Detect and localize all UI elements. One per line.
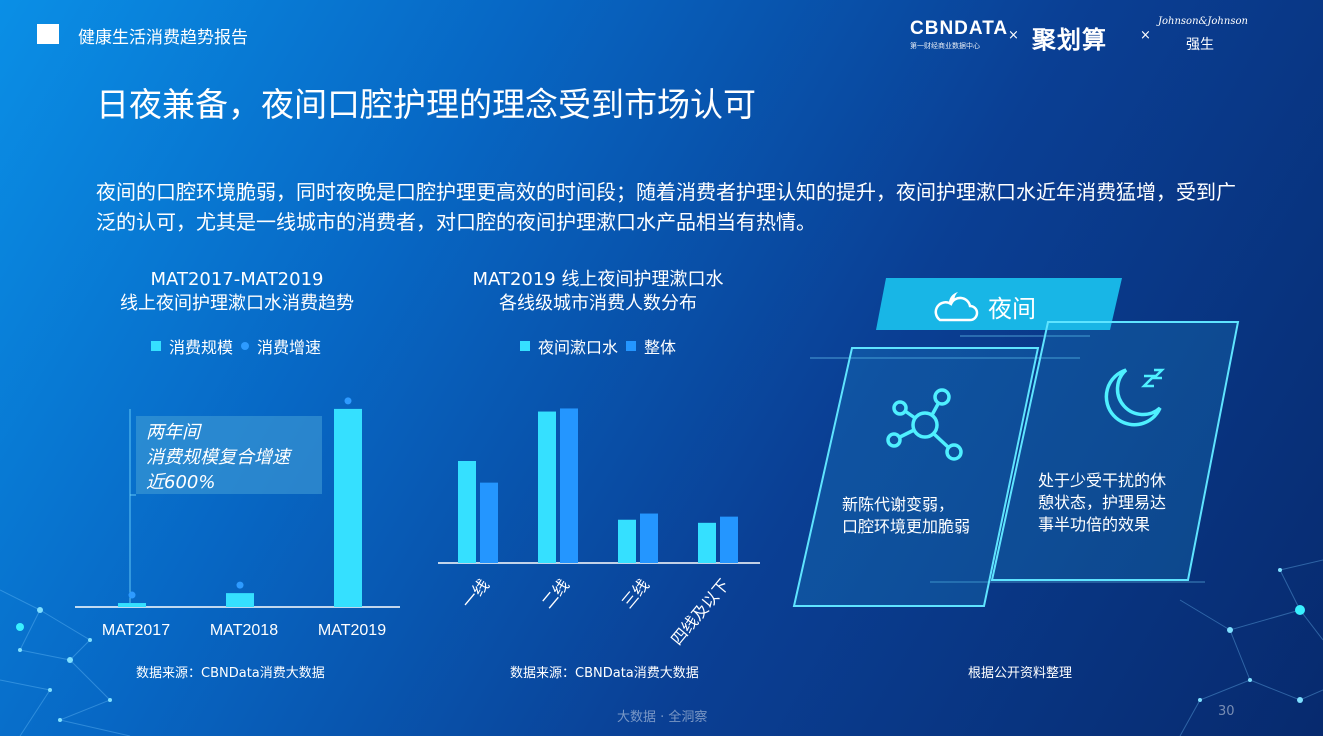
chart1-x-tick-label: MAT2017 (102, 622, 170, 639)
cloud-moon-icon (934, 292, 979, 322)
report-title: 健康生活消费趋势报告 (78, 28, 248, 48)
chart2-bar (720, 516, 738, 563)
card2-line2: 憩状态，护理易达 (1038, 493, 1167, 512)
card1-frame (792, 347, 1040, 607)
night-panel-source: 根据公开资料整理 (968, 666, 1073, 681)
chart2-bar (698, 522, 716, 563)
chart2-x-tick-label: 四线及以下 (667, 575, 733, 649)
chart2-legend-label-1: 夜间漱口水 (538, 338, 619, 357)
logo-separator: × (1140, 28, 1151, 43)
chart1-bar (226, 593, 254, 607)
header-square-icon (37, 24, 59, 44)
legend-dot-icon (241, 342, 250, 350)
chart2-bar (640, 513, 658, 563)
card2-text: 处于少受干扰的休 憩状态，护理易达 事半功倍的效果 (1038, 470, 1166, 536)
card2-line1: 处于少受干扰的休 (1038, 471, 1167, 490)
night-panel-graphics (792, 278, 1240, 607)
johnson-logo-cn: 强生 (1186, 37, 1214, 53)
chart1-legend: 消费规模 消费增速 (151, 334, 321, 358)
chart2-bar (538, 411, 556, 563)
legend-square-icon (626, 341, 637, 351)
cbndata-logo-subtitle: 第一财经商业数据中心 (910, 42, 980, 50)
chart1-x-tick-label: MAT2018 (210, 622, 278, 639)
night-tag-label: 夜间 (988, 295, 1036, 323)
callout-line1: 两年间 (146, 422, 200, 443)
chart1-title: MAT2017-MAT2019 线上夜间护理漱口水消费趋势 (96, 268, 378, 316)
juhuasuan-logo: 聚划算 (1032, 26, 1107, 54)
chart2-x-tick-label: 一线 (458, 575, 493, 612)
molecule-icon (886, 388, 963, 461)
chart1-growth-dot (128, 591, 136, 599)
chart2-bar (458, 461, 476, 563)
intro-paragraph: 夜间的口腔环境脆弱，同时夜晚是口腔护理更高效的时间段；随着消费者护理认知的提升，… (96, 180, 1236, 234)
chart1-growth-dot (344, 397, 352, 405)
chart2-legend: 夜间漱口水 整体 (520, 334, 676, 358)
page-title: 日夜兼备，夜间口腔护理的理念受到市场认可 (96, 85, 756, 124)
chart1-bar (334, 408, 362, 607)
legend-square-icon (151, 341, 161, 351)
callout-line3: 近600% (146, 472, 216, 493)
chart1-legend-label-2: 消费增速 (257, 338, 322, 357)
chart2-bar (560, 408, 578, 563)
footer-tagline: 大数据 · 全洞察 (617, 710, 708, 725)
chart1-growth-dot (236, 581, 244, 589)
sleep-moon-icon (1104, 368, 1166, 427)
chart2-x-tick-label: 二线 (538, 575, 573, 612)
chart1-legend-label-1: 消费规模 (169, 338, 234, 357)
chart1-bar (118, 603, 146, 607)
chart1-callout: 两年间 消费规模复合增速 近600% (136, 416, 322, 494)
chart1-x-tick-label: MAT2019 (318, 622, 386, 639)
chart2-legend-label-2: 整体 (644, 338, 677, 357)
card1-line1: 新陈代谢变弱， (842, 495, 955, 514)
card1-text: 新陈代谢变弱， 口腔环境更加脆弱 (842, 494, 970, 538)
logo-separator: × (1008, 28, 1019, 43)
card2-line3: 事半功倍的效果 (1038, 515, 1151, 534)
chart2-svg: 一线 二线 三线 四线及以下 (438, 408, 760, 649)
chart1-title-line1: MAT2017-MAT2019 (150, 269, 324, 290)
chart1-source: 数据来源：CBNData消费大数据 (136, 666, 325, 681)
chart2-x-tick-label: 三线 (618, 575, 653, 612)
chart1-svg: MAT2017 MAT2018 MAT2019 (75, 397, 400, 639)
callout-line2: 消费规模复合增速 (146, 447, 290, 468)
page-number: 30 (1218, 704, 1235, 719)
chart2-title: MAT2019 线上夜间护理漱口水 各线级城市消费人数分布 (448, 268, 748, 316)
chart2-bar (480, 482, 498, 563)
card1-line2: 口腔环境更加脆弱 (842, 517, 971, 536)
chart2-title-line2: 各线级城市消费人数分布 (499, 293, 697, 314)
legend-square-icon (520, 341, 530, 351)
johnson-logo: Johnson&Johnson (1158, 16, 1248, 27)
chart2-title-line1: MAT2019 线上夜间护理漱口水 (472, 269, 724, 290)
chart2-bar (618, 519, 636, 563)
chart2-source: 数据来源：CBNData消费大数据 (510, 666, 699, 681)
card2-frame (990, 321, 1240, 581)
chart1-title-line2: 线上夜间护理漱口水消费趋势 (120, 293, 354, 314)
cbndata-logo: CBNDATA (910, 18, 1009, 39)
